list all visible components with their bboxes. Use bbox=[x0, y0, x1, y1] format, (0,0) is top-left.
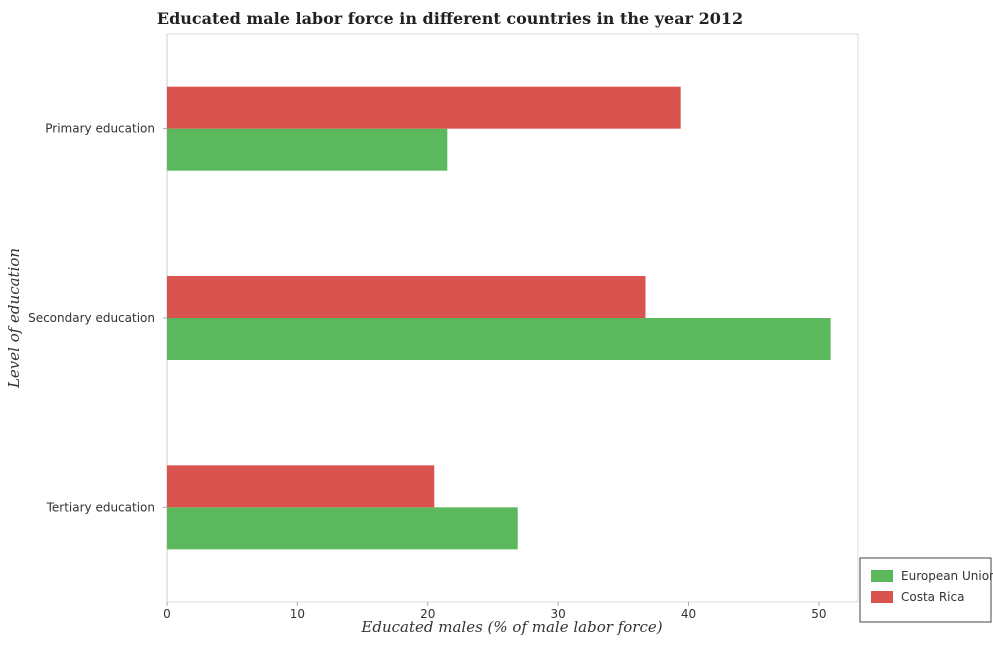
bar-european-union-2 bbox=[167, 507, 518, 550]
y-tick-label: Secondary education bbox=[28, 311, 155, 325]
x-tick-label: 0 bbox=[163, 607, 171, 621]
bar-costa-rica-2 bbox=[167, 465, 435, 508]
bar-costa-rica-0 bbox=[167, 86, 681, 129]
legend-swatch-costa-rica bbox=[871, 591, 893, 603]
bar-costa-rica-1 bbox=[167, 276, 646, 318]
y-tick-label: Tertiary education bbox=[46, 500, 155, 514]
legend-label: Costa Rica bbox=[901, 590, 964, 604]
y-axis-label: Level of education bbox=[5, 248, 23, 389]
y-tick-label: Primary education bbox=[45, 122, 155, 136]
legend-swatch-european-union bbox=[871, 570, 893, 582]
x-axis-label: Educated males (% of male labor force) bbox=[360, 618, 662, 636]
bars-group bbox=[167, 86, 831, 550]
bar-european-union-1 bbox=[167, 318, 831, 360]
x-tick-label: 50 bbox=[811, 607, 826, 621]
x-tick-labels: 0 10 20 30 40 50 bbox=[163, 602, 827, 621]
x-tick-label: 10 bbox=[290, 607, 305, 621]
legend-label: European Union bbox=[901, 569, 993, 583]
y-tick-labels: Primary education Secondary education Tert… bbox=[28, 122, 167, 514]
x-tick-label: 40 bbox=[681, 607, 696, 621]
legend: European Union Costa Rica bbox=[859, 557, 993, 623]
x-tick-label: 20 bbox=[420, 607, 435, 621]
legend-box bbox=[859, 557, 992, 623]
chart-title: Educated male labor force in different c… bbox=[157, 9, 743, 28]
x-tick-label: 30 bbox=[550, 607, 565, 621]
bar-european-union-0 bbox=[167, 128, 448, 171]
